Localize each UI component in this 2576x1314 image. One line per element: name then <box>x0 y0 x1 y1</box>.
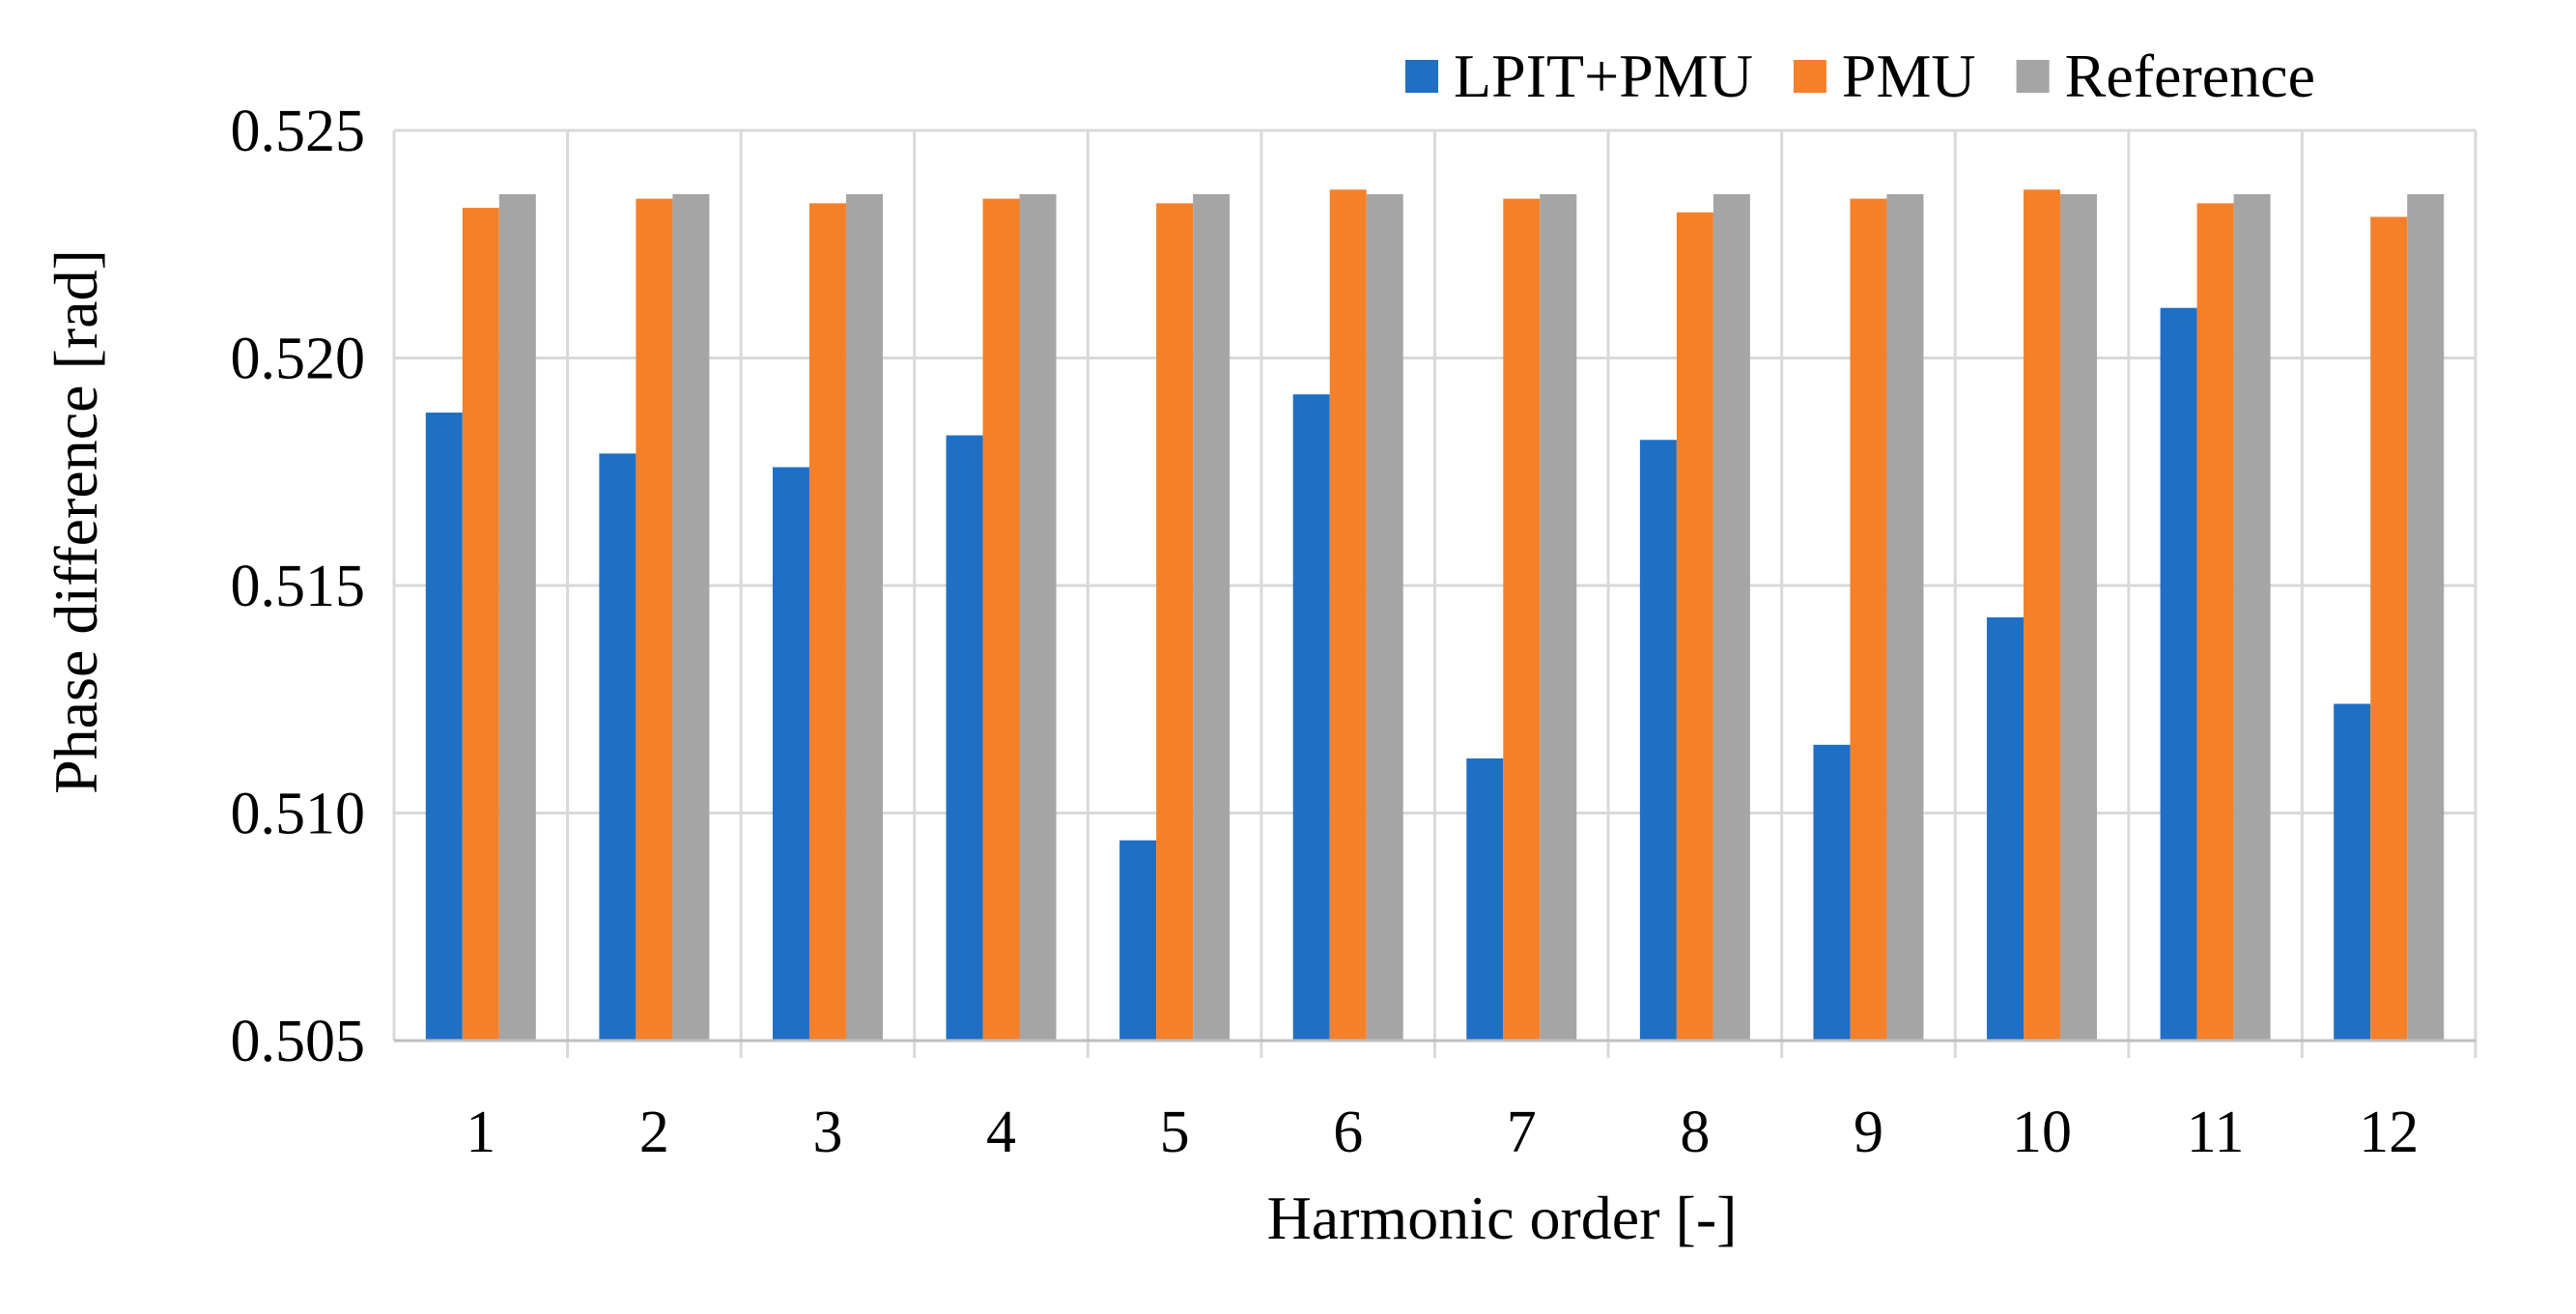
legend: LPIT+PMU PMU Reference <box>1405 42 2315 110</box>
gridlines <box>392 129 2477 1058</box>
bar-lpit-pmu-10 <box>1987 616 2024 1041</box>
x-tick-label: 2 <box>639 1100 669 1165</box>
bar-reference-8 <box>1713 193 1750 1041</box>
bar-reference-6 <box>1366 193 1403 1041</box>
legend-swatch <box>2016 60 2050 93</box>
x-tick-label: 12 <box>2359 1100 2419 1165</box>
bar-pmu-5 <box>1156 203 1194 1042</box>
bar-reference-12 <box>2407 193 2445 1041</box>
bar-pmu-10 <box>2024 189 2061 1042</box>
legend-label: Reference <box>2065 42 2315 110</box>
bar-pmu-3 <box>808 203 846 1042</box>
bar-pmu-12 <box>2370 216 2408 1042</box>
bar-lpit-pmu-9 <box>1813 744 1851 1041</box>
bar-reference-9 <box>1886 193 1924 1041</box>
legend-label: LPIT+PMU <box>1454 42 1753 110</box>
bar-lpit-pmu-1 <box>425 413 463 1041</box>
x-tick-label: 5 <box>1160 1100 1190 1165</box>
x-tick-label: 11 <box>2187 1100 2245 1165</box>
y-tick-label: 0.525 <box>231 99 366 164</box>
bar-reference-3 <box>845 193 883 1041</box>
bar-lpit-pmu-5 <box>1119 840 1157 1041</box>
bar-pmu-2 <box>636 198 673 1041</box>
bar-lpit-pmu-4 <box>946 435 983 1041</box>
bar-lpit-pmu-2 <box>599 453 637 1041</box>
bars <box>425 189 2445 1042</box>
x-tick-label: 4 <box>986 1100 1016 1165</box>
y-axis-title: Phase difference [rad] <box>42 249 110 794</box>
bar-lpit-pmu-12 <box>2334 703 2371 1041</box>
y-tick-label: 0.520 <box>231 327 366 392</box>
x-tick-label: 1 <box>466 1100 495 1165</box>
legend-swatch <box>1405 60 1438 93</box>
x-tick-label: 10 <box>2012 1100 2072 1165</box>
bar-lpit-pmu-11 <box>2160 307 2197 1041</box>
bar-pmu-11 <box>2196 203 2234 1042</box>
bar-lpit-pmu-8 <box>1639 440 1677 1041</box>
bar-lpit-pmu-7 <box>1466 757 1504 1041</box>
bar-pmu-1 <box>462 208 499 1041</box>
bar-pmu-9 <box>1850 198 1887 1041</box>
bar-pmu-7 <box>1503 198 1541 1041</box>
y-tick-label: 0.510 <box>231 782 366 847</box>
bar-reference-5 <box>1193 193 1231 1041</box>
y-tick-label: 0.515 <box>231 554 366 619</box>
bar-lpit-pmu-3 <box>772 467 809 1041</box>
bar-lpit-pmu-6 <box>1292 394 1330 1041</box>
bar-reference-11 <box>2233 193 2271 1041</box>
bar-reference-7 <box>1540 193 1577 1041</box>
bar-reference-4 <box>1019 193 1057 1041</box>
x-tick-label: 8 <box>1680 1100 1710 1165</box>
x-tick-label: 6 <box>1333 1100 1363 1165</box>
bar-reference-10 <box>2060 193 2098 1041</box>
bar-pmu-8 <box>1676 212 1713 1041</box>
x-tick-label: 3 <box>812 1100 842 1165</box>
legend-swatch <box>1793 60 1826 93</box>
x-tick-label: 9 <box>1854 1100 1883 1165</box>
x-tick-label: 7 <box>1507 1100 1537 1165</box>
bar-pmu-4 <box>982 198 1020 1041</box>
bar-pmu-6 <box>1329 189 1367 1042</box>
bar-reference-1 <box>498 193 536 1041</box>
y-tick-label: 0.505 <box>231 1009 366 1074</box>
x-axis-title: Harmonic order [-] <box>1267 1184 1738 1252</box>
legend-label: PMU <box>1842 42 1976 110</box>
bar-reference-2 <box>672 193 710 1041</box>
